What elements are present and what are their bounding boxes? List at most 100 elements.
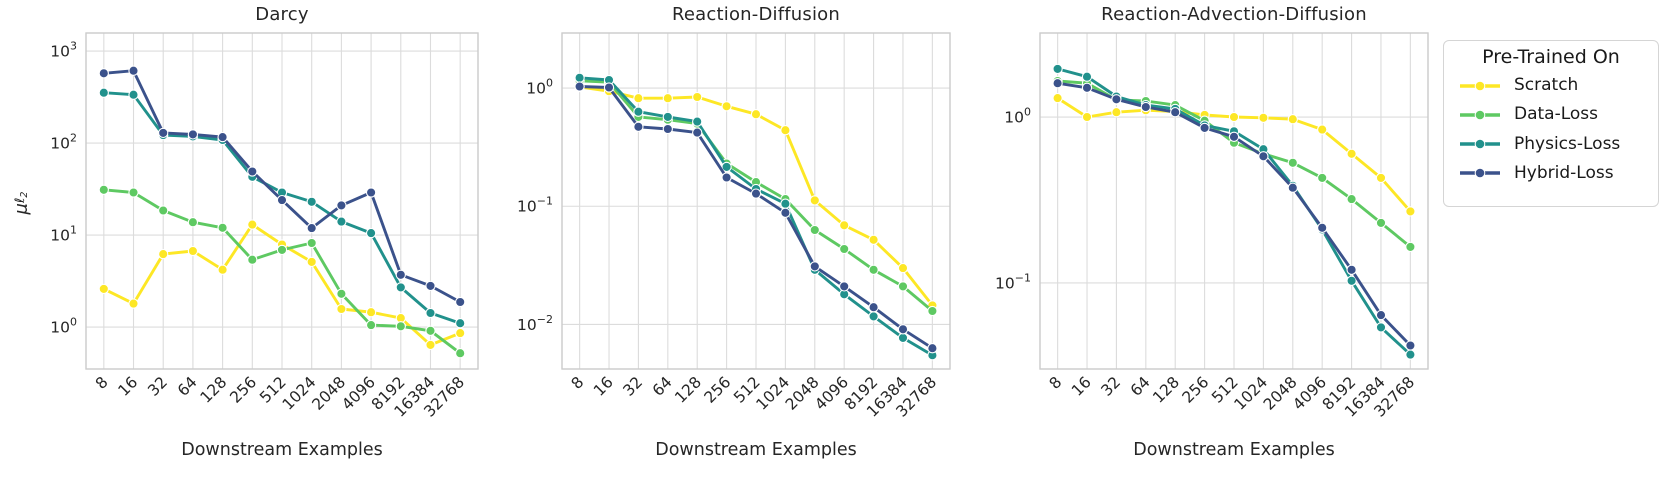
x-tick-label: 256 bbox=[226, 373, 260, 407]
data-point bbox=[1375, 172, 1387, 184]
x-tick-label: 4096 bbox=[1289, 373, 1330, 414]
data-point bbox=[306, 222, 317, 234]
x-tick-label: 4096 bbox=[338, 373, 379, 414]
data-point bbox=[276, 194, 288, 206]
x-tick-label: 64 bbox=[174, 373, 201, 400]
data-point bbox=[336, 216, 347, 227]
line-marker-icon bbox=[1460, 138, 1500, 150]
data-point bbox=[1287, 157, 1298, 168]
data-point bbox=[750, 188, 762, 199]
data-point bbox=[1317, 172, 1328, 184]
data-point bbox=[839, 220, 850, 231]
data-point bbox=[1111, 94, 1122, 105]
y-tick-label: 101 bbox=[50, 224, 77, 245]
x-axis-label-darcy: Downstream Examples bbox=[181, 440, 383, 460]
data-point bbox=[247, 254, 258, 265]
y-tick-label: 10−1 bbox=[517, 195, 553, 216]
data-point bbox=[365, 319, 377, 331]
data-point bbox=[1405, 340, 1416, 351]
data-point bbox=[1346, 148, 1357, 159]
data-point bbox=[455, 318, 466, 329]
data-point bbox=[1081, 82, 1093, 93]
data-point bbox=[927, 305, 938, 317]
y-tick-label: 102 bbox=[50, 132, 77, 153]
x-tick-label: 2048 bbox=[309, 373, 350, 414]
data-point bbox=[425, 280, 436, 292]
data-point bbox=[692, 127, 703, 138]
data-point bbox=[395, 269, 406, 280]
data-point bbox=[365, 187, 377, 198]
x-tick-label: 2048 bbox=[782, 373, 823, 414]
data-point bbox=[1052, 92, 1063, 104]
plot-title-darcy: Darcy bbox=[255, 4, 309, 25]
data-point bbox=[692, 91, 703, 103]
data-point bbox=[336, 303, 347, 315]
data-point bbox=[98, 283, 109, 295]
data-point bbox=[662, 111, 673, 123]
legend-title: Pre-Trained On bbox=[1482, 46, 1620, 68]
data-point bbox=[1228, 111, 1240, 123]
x-tick-label: 32 bbox=[144, 373, 171, 400]
data-point bbox=[603, 82, 615, 93]
data-point bbox=[158, 205, 169, 216]
data-point bbox=[365, 307, 377, 318]
data-point bbox=[128, 187, 139, 198]
line-marker-icon bbox=[1460, 80, 1500, 91]
grid bbox=[562, 33, 950, 369]
line-marker-icon bbox=[1460, 109, 1500, 121]
data-point bbox=[306, 256, 317, 268]
data-point bbox=[721, 161, 732, 173]
plot-title-reaction-advection-diffusion: Reaction-Advection-Diffusion bbox=[1101, 4, 1367, 25]
ell-subscript: ℓ2 bbox=[12, 191, 30, 203]
data-point bbox=[425, 325, 436, 336]
axes-spines bbox=[1039, 32, 1429, 370]
data-point bbox=[1317, 124, 1328, 135]
data-point bbox=[187, 245, 199, 257]
data-point bbox=[247, 166, 258, 177]
y-tick-label: 10−1 bbox=[995, 271, 1031, 292]
legend-entry-data-loss: Data-Loss bbox=[1444, 100, 1658, 129]
x-tick-label: 128 bbox=[1149, 373, 1183, 407]
data-point bbox=[1081, 111, 1093, 123]
data-point bbox=[633, 121, 644, 132]
series-markers-hybrid-loss bbox=[574, 81, 938, 354]
data-point bbox=[839, 243, 850, 255]
data-point bbox=[128, 298, 139, 309]
series-markers-scratch bbox=[1052, 92, 1416, 217]
data-point bbox=[336, 288, 347, 299]
data-point bbox=[1199, 122, 1210, 134]
data-point bbox=[839, 281, 850, 292]
data-point bbox=[1375, 217, 1387, 229]
data-point bbox=[128, 89, 139, 100]
x-tick-label: 8 bbox=[92, 373, 112, 393]
data-point bbox=[1287, 182, 1298, 193]
data-point bbox=[780, 125, 791, 136]
data-point bbox=[158, 248, 169, 260]
x-tick-label: 1024 bbox=[753, 373, 794, 414]
legend: Pre-Trained On Scratch Data-Loss Physics… bbox=[1443, 40, 1659, 207]
data-point bbox=[868, 302, 879, 313]
x-tick-label: 1024 bbox=[279, 373, 320, 414]
data-point bbox=[365, 227, 377, 239]
data-point bbox=[1346, 264, 1357, 275]
data-point bbox=[247, 219, 258, 230]
x-tick-label: 128 bbox=[197, 373, 231, 407]
plot-title-reaction-diffusion: Reaction-Diffusion bbox=[671, 4, 841, 25]
data-point bbox=[455, 296, 466, 308]
series-markers-hybrid-loss bbox=[1052, 78, 1416, 351]
legend-entry-scratch: Scratch bbox=[1444, 71, 1658, 100]
data-point bbox=[574, 72, 585, 83]
x-tick-label: 1024 bbox=[1231, 373, 1272, 414]
series-markers-data-loss bbox=[98, 184, 466, 359]
data-point bbox=[897, 324, 909, 335]
y-tick-label: 100 bbox=[50, 316, 77, 337]
x-tick-label: 8 bbox=[1046, 373, 1066, 393]
data-point bbox=[780, 198, 791, 209]
data-point bbox=[217, 131, 228, 143]
legend-entry-label: Data-Loss bbox=[1514, 104, 1599, 125]
data-point bbox=[98, 184, 109, 195]
data-point bbox=[1346, 193, 1357, 205]
